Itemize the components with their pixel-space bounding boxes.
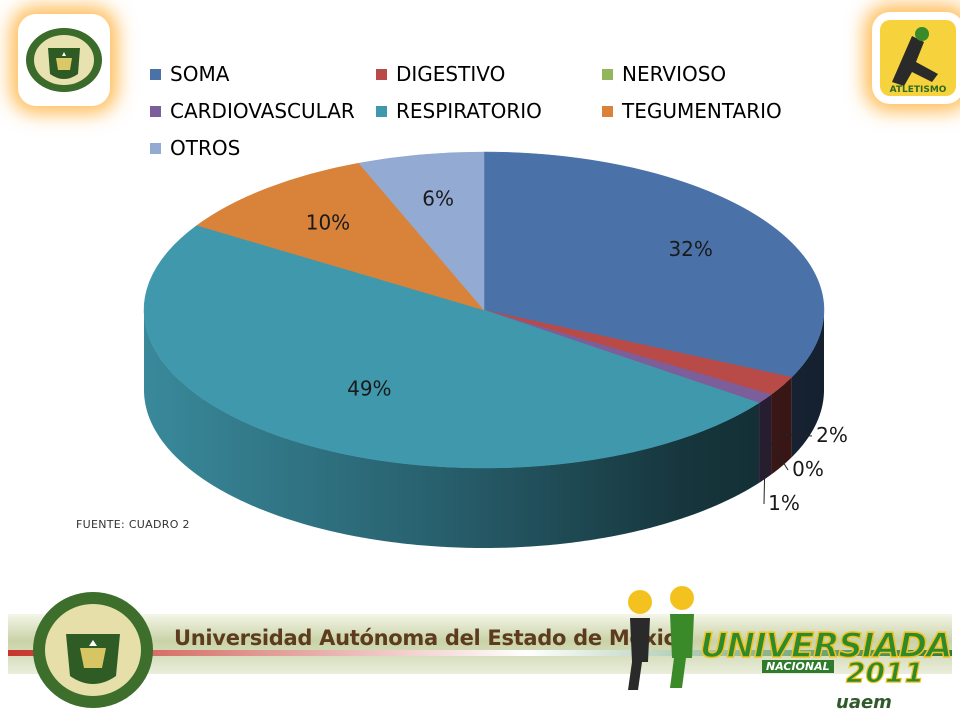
pie-slice-respiratorio	[143, 225, 760, 469]
legend-label: OTROS	[170, 136, 241, 160]
legend-swatch	[602, 105, 613, 117]
event-sub: NACIONAL	[762, 660, 834, 673]
mascot-icon	[628, 586, 694, 690]
legend-label: DIGESTIVO	[396, 62, 506, 86]
legend-item-digestivo: DIGESTIVO	[376, 62, 505, 86]
legend-swatch	[150, 68, 161, 80]
data-label-cardiovascular: 1%	[768, 491, 800, 515]
uaem-crest-icon	[33, 592, 153, 708]
pie-slice-otros	[358, 151, 485, 311]
legend-item-tegumentario: TEGUMENTARIO	[602, 99, 782, 123]
data-label-respiratorio: 49%	[347, 376, 391, 400]
pie-side-respiratorio	[144, 310, 760, 548]
legend-label: TEGUMENTARIO	[622, 99, 782, 123]
data-labels: 32% 2% 0% 1% 49% 10% 6%	[306, 186, 848, 515]
data-label-soma: 32%	[668, 237, 712, 261]
event-year: 2011	[845, 655, 924, 689]
atletismo-text: ATLETISMO	[890, 85, 947, 95]
data-label-tegumentario: 10%	[306, 210, 350, 234]
data-label-digestivo: 2%	[816, 423, 848, 447]
banner-stripe	[8, 650, 952, 656]
legend-item-cardiovascular: CARDIOVASCULAR	[150, 99, 355, 123]
legend-label: RESPIRATORIO	[396, 99, 542, 123]
atletismo-logo: ATLETISMO	[872, 12, 960, 104]
legend-swatch	[376, 105, 387, 117]
legend-item-respiratorio: RESPIRATORIO	[376, 99, 542, 123]
legend-label: SOMA	[170, 62, 230, 86]
pie-side-soma	[791, 310, 824, 458]
legend-swatch	[376, 68, 387, 80]
event-name: UNIVERSIADA	[699, 625, 953, 667]
leader-line	[763, 446, 766, 505]
pie-slice-soma	[483, 151, 825, 378]
university-name: Universidad Autónoma del Estado de Méxic…	[174, 626, 690, 650]
atletismo-logo-icon: ATLETISMO	[880, 20, 956, 96]
data-label-nervioso: 0%	[792, 457, 824, 481]
uaem-logo	[18, 14, 110, 106]
legend-item-soma: SOMA	[150, 62, 229, 86]
pie-sides	[144, 310, 824, 548]
leader-line	[781, 433, 813, 437]
legend-swatch	[150, 142, 161, 154]
legend-swatch	[150, 105, 161, 117]
leader-line	[770, 442, 789, 471]
uaem-shield-icon	[26, 28, 102, 92]
data-label-otros: 6%	[422, 186, 454, 210]
pie-top	[143, 151, 825, 469]
source-note: FUENTE: CUADRO 2	[76, 518, 190, 531]
legend-label: NERVIOSO	[622, 62, 727, 86]
legend-label: CARDIOVASCULAR	[170, 99, 355, 123]
pie-slice-tegumentario	[196, 162, 485, 311]
footer-banner: Universidad Autónoma del Estado de Méxic…	[0, 578, 960, 720]
pie-side-cardiovascular	[759, 394, 772, 483]
legend-swatch	[602, 68, 613, 80]
legend-item-otros: OTROS	[150, 136, 240, 160]
legend-item-nervioso: NERVIOSO	[602, 62, 726, 86]
event-host: uaem	[836, 692, 892, 713]
